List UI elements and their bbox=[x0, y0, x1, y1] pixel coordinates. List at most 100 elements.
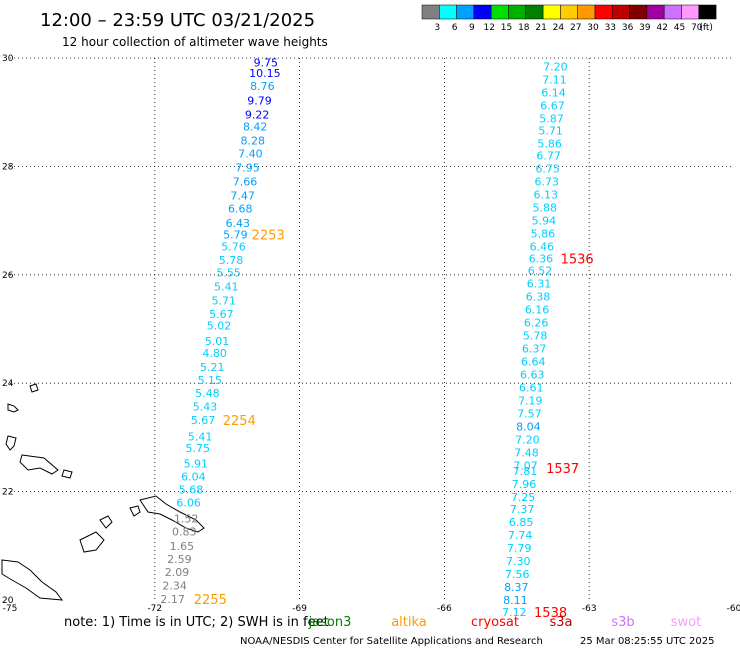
island-turks-caicos bbox=[5, 435, 17, 451]
legend-label: 18 bbox=[518, 23, 530, 33]
legend-swatch bbox=[525, 4, 544, 20]
wave-height-value: 5.55 bbox=[216, 267, 241, 280]
wave-height-value: 5.75 bbox=[186, 442, 211, 455]
wave-height-value: 6.77 bbox=[536, 150, 561, 163]
legend-label: 45 bbox=[674, 23, 685, 33]
legend-label: 21 bbox=[535, 23, 546, 33]
legend-swatch bbox=[681, 4, 700, 20]
legend-swatch bbox=[646, 4, 665, 20]
wave-height-value: 5.67 bbox=[209, 308, 234, 321]
wave-height-value: 7.11 bbox=[542, 74, 567, 87]
legend-unit: (ft) bbox=[699, 23, 713, 33]
wave-height-value: 9.79 bbox=[247, 94, 272, 107]
wave-height-value: 5.94 bbox=[532, 215, 557, 228]
wave-height-value: 7.96 bbox=[512, 478, 537, 491]
wave-height-value: 6.13 bbox=[534, 189, 559, 202]
wave-height-value: 5.21 bbox=[200, 361, 225, 374]
wave-height-value: 7.20 bbox=[543, 61, 568, 74]
legend-swatch bbox=[490, 4, 509, 20]
footnote: note: 1) Time is in UTC; 2) SWH is in fe… bbox=[64, 615, 329, 630]
legend-label: 15 bbox=[501, 23, 512, 33]
legend-label: 3 bbox=[434, 23, 440, 33]
lat-tick-label: 24 bbox=[2, 379, 14, 389]
legend-label: 24 bbox=[553, 23, 565, 33]
wave-height-value: 8.28 bbox=[241, 134, 266, 147]
island-small-1 bbox=[29, 383, 39, 393]
wave-height-value: 7.12 bbox=[502, 606, 527, 619]
wave-height-value: 5.15 bbox=[198, 374, 223, 387]
wave-height-value: 6.52 bbox=[528, 264, 553, 277]
legend-label: 70 bbox=[691, 23, 703, 33]
wave-height-value: 6.63 bbox=[520, 369, 545, 382]
legend-swatch bbox=[698, 4, 717, 20]
wave-height-value: 6.73 bbox=[534, 176, 559, 189]
satellite-name: swot bbox=[671, 615, 701, 630]
satellite-legend: jason3 altika cryosat s3a s3b swot bbox=[308, 615, 702, 630]
island-great-inagua bbox=[7, 403, 19, 413]
wave-height-value: 5.71 bbox=[538, 125, 563, 138]
wave-height-value: 7.57 bbox=[517, 408, 542, 421]
wave-height-value: 6.61 bbox=[519, 382, 544, 395]
wave-height-value: 6.06 bbox=[176, 496, 201, 509]
legend-swatch bbox=[456, 4, 475, 20]
pass-time-label: 2254 bbox=[223, 414, 256, 429]
wave-height-value: 5.02 bbox=[207, 320, 232, 333]
legend-swatch bbox=[508, 4, 527, 20]
wave-height-value: 1.52 bbox=[174, 513, 199, 526]
island-small-2 bbox=[99, 515, 113, 529]
wave-height-value: 6.26 bbox=[524, 316, 549, 329]
wave-height-value: 4.80 bbox=[202, 347, 227, 360]
lat-tick-label: 30 bbox=[2, 54, 14, 64]
wave-height-value: 5.41 bbox=[214, 281, 239, 294]
lat-tick-label: 26 bbox=[2, 271, 14, 281]
lon-tick-label: -75 bbox=[3, 604, 18, 614]
wave-height-value: 5.76 bbox=[221, 241, 246, 254]
legend-swatch bbox=[473, 4, 492, 20]
legend-label: 33 bbox=[605, 23, 616, 33]
satellite-name: s3b bbox=[611, 615, 634, 630]
wave-height-value: 5.67 bbox=[191, 414, 216, 427]
wave-height-value: 7.66 bbox=[233, 176, 258, 189]
wave-height-value: 7.56 bbox=[505, 568, 530, 581]
satellite-name: s3a bbox=[549, 615, 572, 630]
legend-label: 30 bbox=[587, 23, 599, 33]
wave-height-value: 5.87 bbox=[539, 113, 564, 126]
wave-height-value: 7.48 bbox=[514, 447, 539, 460]
wave-height-value: 6.68 bbox=[228, 203, 253, 216]
wave-height-value: 6.43 bbox=[226, 217, 251, 230]
legend-swatch bbox=[542, 4, 561, 20]
satellite-name: jason3 bbox=[308, 615, 352, 630]
pass-time-label: 1537 bbox=[546, 462, 579, 477]
legend-label: 12 bbox=[483, 23, 494, 33]
legend-label: 9 bbox=[469, 23, 475, 33]
legend-swatch bbox=[439, 4, 457, 20]
wave-height-value: 6.85 bbox=[509, 516, 534, 529]
wave-height-value: 7.20 bbox=[515, 434, 540, 447]
legend-swatch bbox=[594, 4, 613, 20]
lon-tick-label: -66 bbox=[437, 604, 452, 614]
island-cuba-east bbox=[1, 559, 64, 601]
wave-height-value: 5.91 bbox=[184, 457, 209, 470]
legend-label: 27 bbox=[570, 23, 581, 33]
wave-height-value: 5.88 bbox=[533, 202, 558, 215]
wave-height-value: 7.79 bbox=[507, 542, 532, 555]
lon-tick-label: -69 bbox=[292, 604, 307, 614]
wave-height-value: 6.75 bbox=[535, 163, 560, 176]
wave-height-value: 6.46 bbox=[530, 241, 555, 254]
wave-height-value: 5.43 bbox=[193, 401, 218, 414]
wave-height-value: 10.15 bbox=[249, 67, 281, 80]
wave-height-value: 2.09 bbox=[165, 566, 190, 579]
lat-tick-label: 22 bbox=[2, 488, 13, 498]
satellite-name: altika bbox=[391, 615, 427, 630]
wave-height-value: 6.38 bbox=[526, 290, 551, 303]
island-hispaniola-west bbox=[79, 531, 105, 553]
wave-height-value: 5.71 bbox=[212, 294, 237, 307]
generated-timestamp: 25 Mar 08:25:55 UTC 2025 bbox=[580, 636, 715, 647]
wave-height-value: 6.16 bbox=[525, 303, 550, 316]
wave-height-value: 8.11 bbox=[503, 594, 528, 607]
wave-height-value: 6.36 bbox=[529, 253, 554, 266]
wave-height-value: 5.01 bbox=[205, 335, 230, 348]
map-subtitle: 12 hour collection of altimeter wave hei… bbox=[62, 35, 328, 49]
